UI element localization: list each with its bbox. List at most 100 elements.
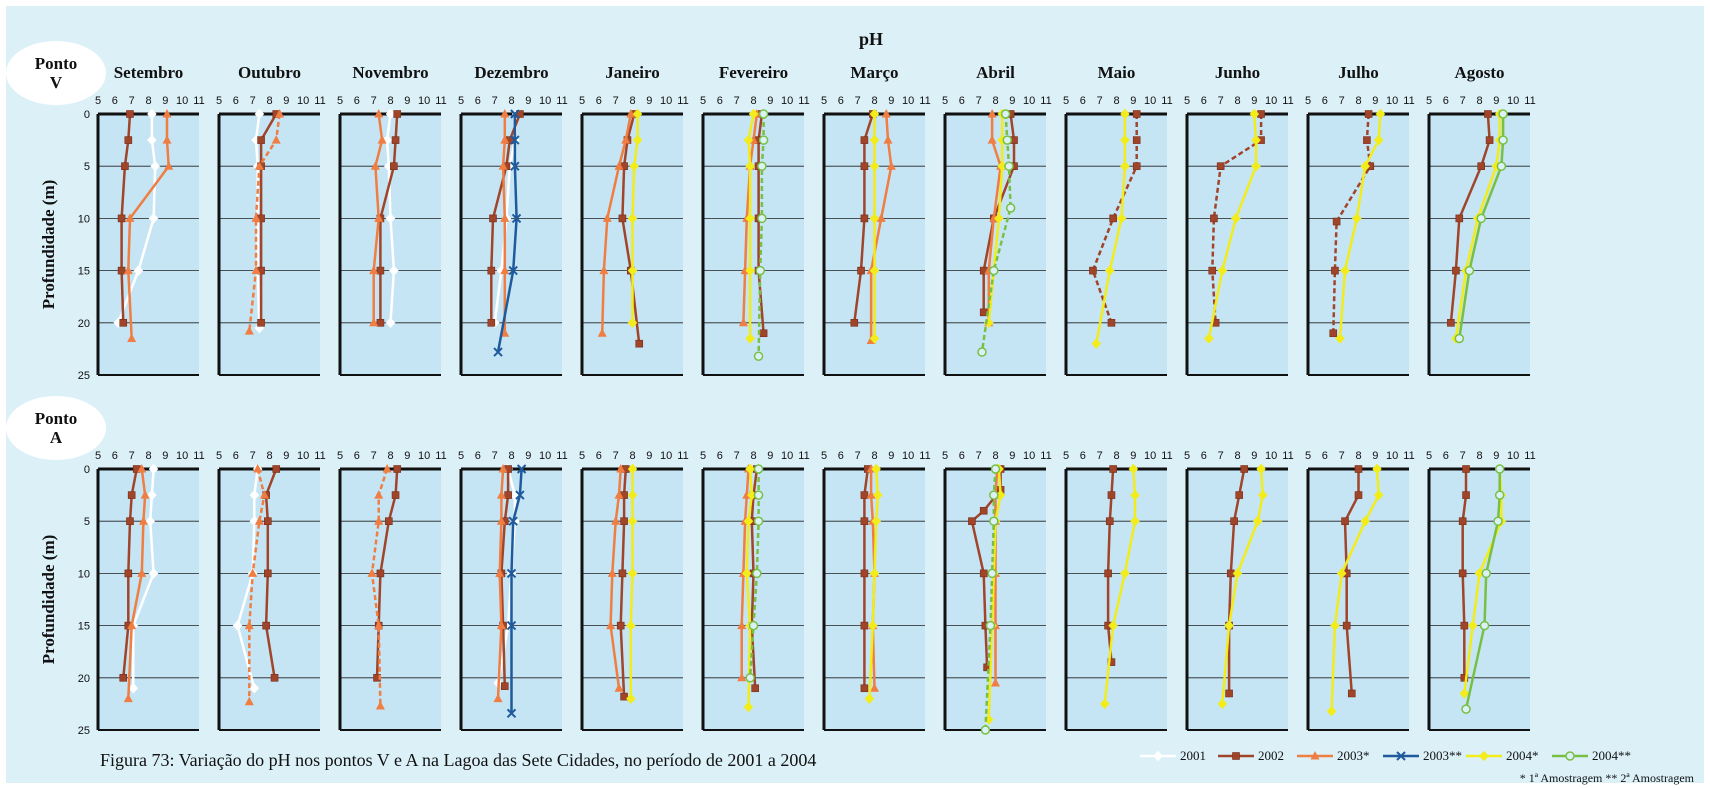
month-label: Janeiro (605, 63, 659, 82)
data-point-2004b (753, 516, 764, 526)
data-point-2003a (881, 109, 891, 118)
series-line-2002 (1106, 468, 1115, 663)
data-point-2002 (616, 621, 625, 630)
data-point-2002 (487, 318, 496, 327)
legend-item-2003b: 2003** (1383, 748, 1462, 763)
legend-marker (1153, 750, 1163, 762)
data-point-2002 (127, 491, 136, 499)
data-point-2003a (367, 568, 377, 577)
data-point-2002 (968, 517, 976, 526)
x-tick-label: 10 (902, 450, 914, 462)
x-tick-label: 9 (1251, 95, 1257, 107)
plot-area (1066, 469, 1167, 730)
data-point-2004a (745, 333, 755, 344)
x-tick-label: 9 (1130, 95, 1136, 107)
x-tick-label: 9 (525, 450, 531, 462)
data-point-2002 (860, 491, 869, 499)
data-point-2004a (1230, 213, 1241, 224)
x-tick-label: 8 (871, 450, 877, 462)
x-tick-label: 6 (1080, 450, 1086, 462)
x-tick-label: 6 (475, 450, 481, 462)
x-tick-label: 9 (767, 95, 773, 107)
panel-novembro: 5 6 7 8 9 10 11 (337, 450, 447, 731)
x-tick-label: 11 (919, 95, 930, 107)
data-point-2003a (244, 620, 254, 630)
x-tick-label: 7 (129, 95, 135, 107)
data-point-2004a (869, 134, 880, 146)
data-point-2002 (126, 110, 134, 118)
plot-area (1187, 469, 1288, 730)
legend-marker (1232, 752, 1240, 760)
data-point-2001 (254, 108, 265, 120)
data-point-2003b (510, 135, 520, 145)
x-tick-label: 6 (838, 95, 844, 107)
month-label: Março (850, 63, 898, 82)
data-point-2003b (511, 213, 522, 224)
x-tick-label: 6 (959, 95, 965, 107)
x-tick-label: 5 (95, 95, 101, 107)
data-point-2002 (1458, 517, 1467, 526)
data-point-2002 (1341, 517, 1349, 526)
x-tick-label: 8 (1355, 95, 1361, 107)
x-tick-label: 9 (1372, 95, 1378, 107)
series-line-2002 (500, 469, 510, 687)
panel-julho: Julho 5 6 7 8 9 10 11 (1305, 63, 1415, 376)
data-point-2004a (632, 108, 643, 120)
data-point-2004b (989, 490, 999, 500)
data-point-2002 (257, 136, 265, 144)
x-tick-label: 11 (677, 95, 688, 107)
data-point-2004b (755, 265, 765, 276)
data-point-2004a (1336, 568, 1347, 579)
x-tick-label: 6 (717, 450, 723, 462)
x-tick-label: 11 (1161, 95, 1172, 107)
x-tick-label: 8 (387, 450, 393, 462)
data-point-2002 (391, 136, 400, 144)
data-point-2004a (1373, 489, 1384, 501)
data-point-2003b (508, 516, 518, 526)
data-point-2003a (599, 265, 609, 275)
data-point-2002 (1447, 318, 1455, 327)
x-tick-label: 7 (1097, 450, 1103, 462)
y-axis-label: Profundidade (m) (39, 180, 58, 310)
data-point-2004a (1120, 108, 1130, 120)
data-point-2004a (1217, 698, 1228, 710)
data-point-2003a (607, 568, 617, 577)
y-tick-label: 5 (84, 161, 90, 173)
x-tick-label: 5 (821, 95, 827, 107)
data-point-2004b (990, 464, 1001, 474)
data-point-2002 (124, 569, 133, 578)
series-line-2002 (379, 113, 399, 323)
data-point-2004a (869, 265, 880, 276)
month-label: Outubro (238, 63, 301, 82)
data-point-2004b (1454, 333, 1465, 344)
series-line-2002 (1461, 469, 1468, 678)
data-point-2004b (977, 347, 987, 357)
month-label: Novembro (352, 63, 428, 82)
data-point-2004a (627, 213, 638, 224)
x-tick-label: 10 (1144, 450, 1156, 462)
x-tick-label: 5 (942, 450, 948, 462)
legend-item-2003a: 2003* (1297, 748, 1370, 763)
data-point-2004b (1000, 109, 1011, 119)
data-point-2003a (244, 696, 254, 706)
x-tick-label: 8 (508, 95, 514, 107)
x-tick-label: 8 (145, 95, 151, 107)
data-point-2003a (164, 161, 174, 170)
data-point-2002 (390, 162, 398, 170)
x-tick-label: 6 (1443, 95, 1449, 107)
data-point-2004a (627, 265, 638, 276)
data-point-2003a (369, 265, 379, 275)
data-point-2003a (374, 109, 384, 118)
data-point-2004b (980, 725, 991, 735)
data-point-2001 (232, 620, 243, 631)
data-point-2003a (162, 109, 172, 118)
data-point-2002 (1230, 517, 1238, 526)
legend-marker (1396, 751, 1406, 761)
x-tick-label: 9 (1130, 450, 1136, 462)
data-point-2001 (150, 160, 161, 172)
data-point-2002 (857, 266, 865, 275)
x-tick-label: 10 (1023, 450, 1035, 462)
data-point-2002 (1460, 621, 1469, 630)
x-tick-label: 11 (1403, 450, 1414, 462)
data-point-2003a (498, 464, 508, 473)
